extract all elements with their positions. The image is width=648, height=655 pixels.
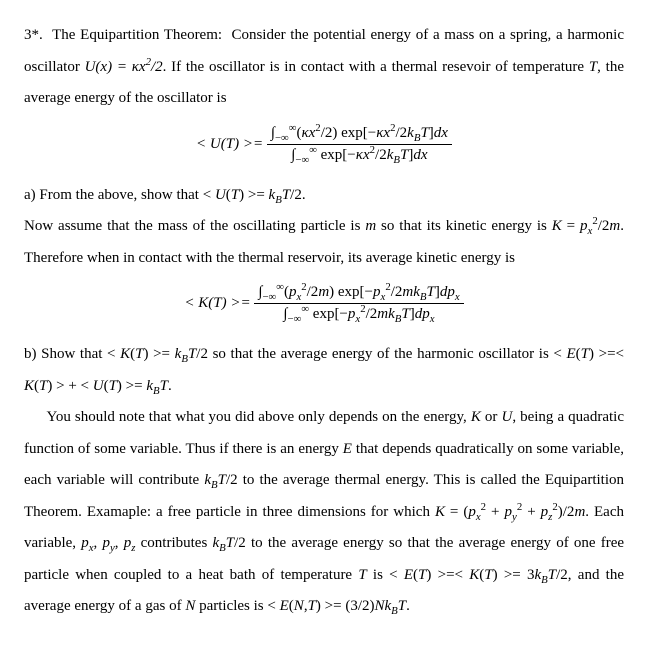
equipartition-explanation: You should note that what you did above …: [24, 402, 624, 623]
text: so that its kinetic energy is: [376, 218, 552, 234]
e-n-particles: < E(N,T) >= (3/2)NkBT: [267, 598, 406, 614]
p-vars: px, py, pz: [81, 535, 135, 551]
lhs: < U(T) >=: [196, 135, 263, 151]
k-definition: K = px2/2m: [552, 218, 620, 234]
intro-paragraph: 3*. The Equipartition Theorem: Consider …: [24, 20, 624, 115]
kbt-half: kBT/2: [204, 472, 237, 488]
u-definition: U(x) = κx2/2: [85, 59, 163, 75]
text: Now assume that the mass of the oscillat…: [24, 218, 365, 234]
text: .: [302, 187, 306, 203]
equation-k-average: < K(T) >= ∫−∞∞(px2/2m) exp[−px2/2mkBT]dp…: [24, 282, 624, 325]
equation-u-average: < U(T) >= ∫−∞∞(κx2/2) exp[−κx2/2kBT]dx ∫…: [24, 123, 624, 166]
text: You should note that what you did above …: [47, 409, 471, 425]
u-symbol: U: [501, 409, 512, 425]
text: . If the oscillator is in contact with a…: [163, 59, 589, 75]
part-b: b) Show that < K(T) >= kBT/2 so that the…: [24, 339, 624, 402]
text: b) Show that: [24, 346, 107, 362]
text: so that the average energy of the harmon…: [208, 346, 553, 362]
text: is: [367, 567, 389, 583]
denominator: ∫−∞∞ exp[−κx2/2kBT]dx: [267, 144, 452, 166]
numerator: ∫−∞∞(κx2/2) exp[−κx2/2kBT]dx: [267, 123, 452, 144]
text: .: [406, 598, 410, 614]
e-symbol: E: [343, 441, 352, 457]
mass-symbol: m: [365, 218, 376, 234]
k-result: < K(T) >= kBT/2: [107, 346, 208, 362]
part-a: a) From the above, show that < U(T) >= k…: [24, 180, 624, 212]
fraction: ∫−∞∞(px2/2m) exp[−px2/2mkBT]dpx ∫−∞∞ exp…: [254, 282, 463, 325]
text: .: [168, 378, 172, 394]
kinetic-intro: Now assume that the mass of the oscillat…: [24, 211, 624, 274]
temperature-symbol: T: [589, 59, 597, 75]
kbt-half-b: kBT/2: [213, 535, 246, 551]
t-symbol: T: [358, 567, 366, 583]
u-result: < U(T) >= kBT/2: [203, 187, 302, 203]
n-symbol: N: [185, 598, 195, 614]
text: a) From the above, show that: [24, 187, 203, 203]
text: or: [481, 409, 502, 425]
e-one-particle: < E(T) >=< K(T) >= 3kBT/2: [389, 567, 568, 583]
k-symbol: K: [471, 409, 481, 425]
lhs: < K(T) >=: [184, 295, 250, 311]
numerator: ∫−∞∞(px2/2m) exp[−px2/2mkBT]dpx: [254, 282, 463, 303]
fraction: ∫−∞∞(κx2/2) exp[−κx2/2kBT]dx ∫−∞∞ exp[−κ…: [267, 123, 452, 166]
k-free-def: K = (px2 + py2 + pz2)/2m: [435, 504, 585, 520]
denominator: ∫−∞∞ exp[−px2/2mkBT]dpx: [254, 303, 463, 325]
text: particles is: [195, 598, 267, 614]
text: contributes: [135, 535, 212, 551]
